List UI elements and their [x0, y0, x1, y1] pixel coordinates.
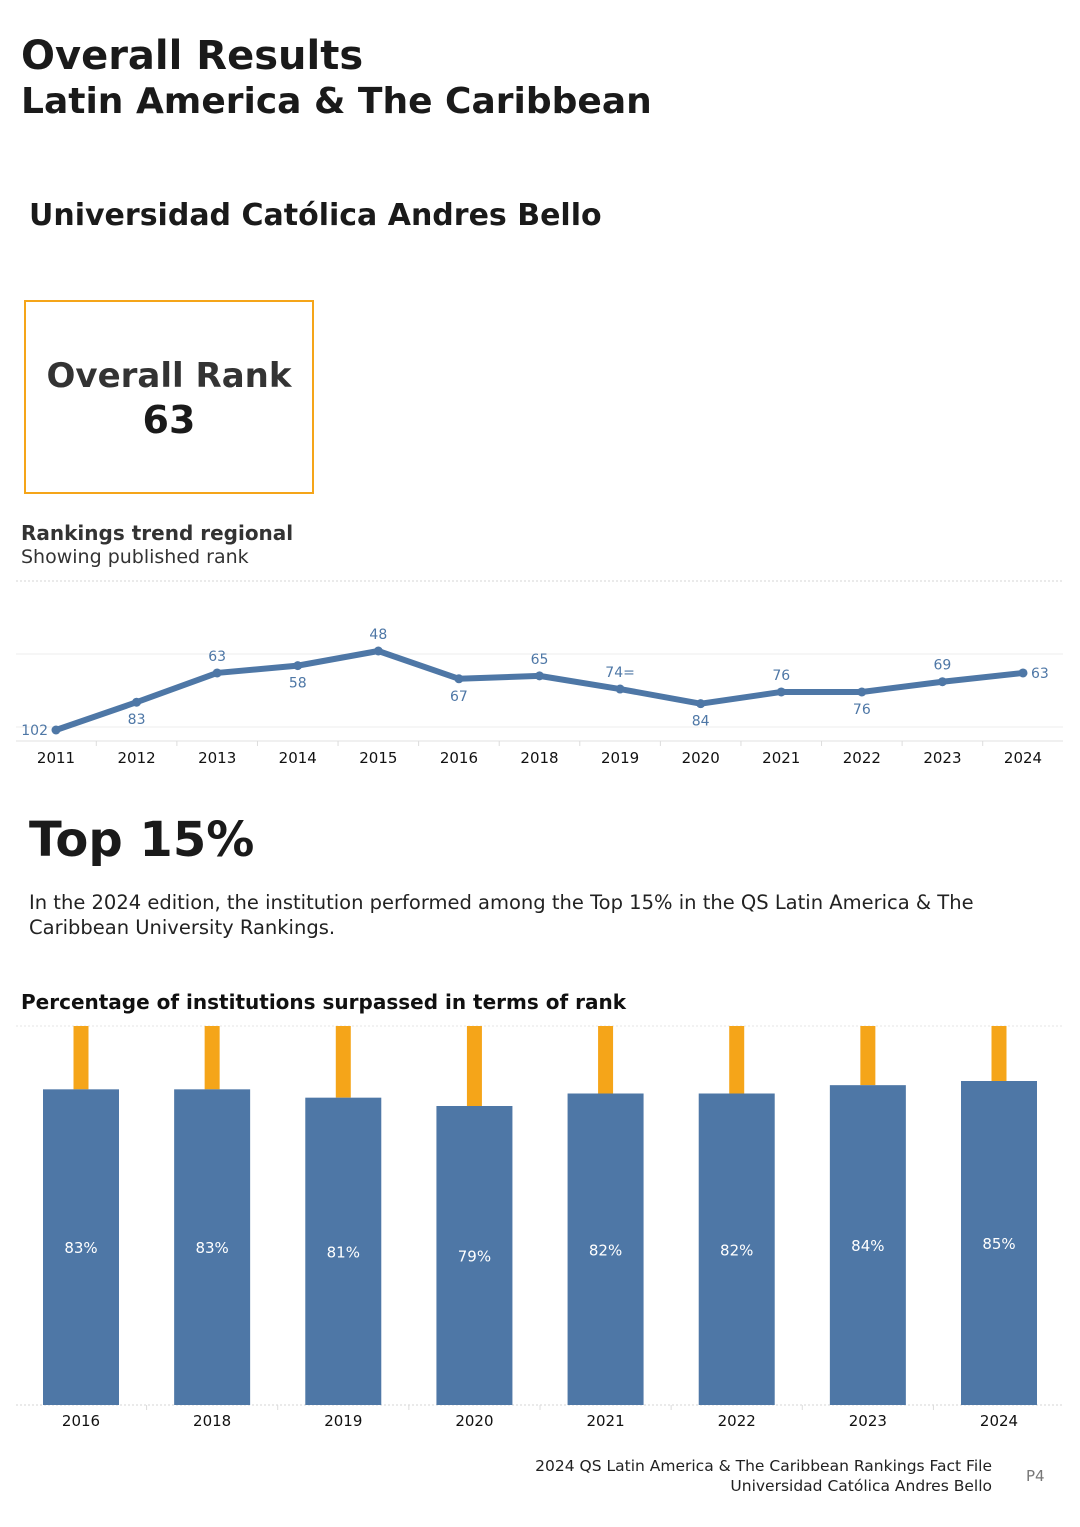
trend-chart-title: Rankings trend regional — [21, 521, 294, 545]
trend-point — [373, 646, 383, 656]
page-number: P4 — [1026, 1467, 1045, 1485]
bar — [43, 1089, 119, 1405]
x-tick-label: 2020 — [682, 749, 720, 767]
x-tick-label: 2012 — [117, 749, 155, 767]
x-tick-label: 2022 — [843, 749, 881, 767]
bar — [305, 1097, 382, 1405]
trend-point — [535, 671, 544, 681]
footer: 2024 QS Latin America & The Caribbean Ra… — [535, 1456, 992, 1496]
institution-name: Universidad Católica Andres Bello — [29, 198, 602, 233]
bar — [829, 1085, 906, 1405]
bar-remainder — [204, 1026, 220, 1090]
bar — [174, 1089, 251, 1405]
trend-point — [696, 699, 706, 709]
bar-remainder — [860, 1026, 876, 1086]
page-subtitle: Latin America & The Caribbean — [21, 81, 652, 122]
trend-data-label: 58 — [289, 676, 307, 692]
bar-data-label: 84% — [851, 1237, 884, 1255]
top-percent-description: In the 2024 edition, the institution per… — [29, 891, 974, 939]
bar-remainder — [598, 1026, 614, 1094]
trend-point — [615, 684, 625, 694]
trend-data-label: 84 — [692, 714, 710, 730]
x-tick-label: 2020 — [455, 1412, 493, 1430]
page-title: Overall Results — [21, 33, 364, 79]
x-tick-label: 2021 — [762, 749, 800, 767]
trend-point — [132, 697, 142, 707]
footer-line-2: Universidad Católica Andres Bello — [730, 1477, 992, 1495]
x-tick-label: 2024 — [980, 1412, 1018, 1430]
trend-data-label: 69 — [934, 658, 952, 674]
trend-chart-subtitle: Showing published rank — [21, 546, 249, 568]
bar-remainder — [991, 1026, 1007, 1081]
trend-point — [776, 687, 786, 697]
bar — [698, 1093, 775, 1405]
trend-point — [454, 674, 464, 684]
bar-remainder — [335, 1026, 351, 1098]
trend-data-label: 76 — [772, 668, 790, 684]
trend-point — [212, 668, 222, 678]
trend-point — [293, 661, 303, 671]
trend-data-label: 76 — [853, 702, 871, 718]
bar — [567, 1093, 644, 1405]
bar-remainder — [73, 1026, 89, 1090]
bar-data-label: 85% — [982, 1235, 1015, 1253]
overall-rank-value: 63 — [142, 398, 196, 442]
footer-line-1: 2024 QS Latin America & The Caribbean Ra… — [535, 1457, 992, 1475]
trend-data-label: 67 — [450, 689, 468, 705]
bar — [961, 1081, 1037, 1405]
x-tick-label: 2011 — [37, 749, 75, 767]
trend-point — [1018, 668, 1028, 678]
x-tick-label: 2021 — [586, 1412, 624, 1430]
x-tick-label: 2018 — [193, 1412, 231, 1430]
bar-data-label: 82% — [589, 1241, 622, 1259]
trend-data-label: 63 — [1031, 666, 1049, 682]
x-tick-label: 2023 — [849, 1412, 887, 1430]
top-percent-heading: Top 15% — [29, 812, 255, 868]
bar-remainder — [729, 1026, 745, 1094]
x-tick-label: 2019 — [324, 1412, 362, 1430]
overall-rank-label: Overall Rank — [46, 356, 292, 396]
trend-data-label: 83 — [128, 712, 146, 728]
bar-chart-title: Percentage of institutions surpassed in … — [21, 990, 627, 1014]
trend-data-label: 63 — [208, 649, 226, 665]
trend-point — [937, 677, 947, 687]
bar-data-label: 79% — [458, 1248, 491, 1266]
bar — [436, 1106, 513, 1405]
x-tick-label: 2022 — [718, 1412, 756, 1430]
bar-data-label: 83% — [64, 1239, 97, 1257]
trend-point — [51, 725, 61, 735]
x-tick-label: 2018 — [520, 749, 558, 767]
trend-point — [857, 687, 867, 697]
bar-data-label: 82% — [720, 1241, 753, 1259]
overall-rank-card: Overall Rank 63 — [24, 300, 314, 494]
bar-remainder — [466, 1026, 482, 1106]
x-tick-label: 2014 — [279, 749, 317, 767]
trend-data-label: 48 — [369, 627, 387, 643]
x-tick-label: 2023 — [923, 749, 961, 767]
bar-data-label: 83% — [195, 1239, 228, 1257]
x-tick-label: 2024 — [1004, 749, 1042, 767]
institutions-surpassed-bar-chart: 83% 2016 83% 2018 81% 2019 79% 2020 82% 2021 82% 20… — [16, 1025, 1063, 1430]
x-tick-label: 2016 — [62, 1412, 100, 1430]
rankings-trend-line-chart: 102 2011 83 2012 63 2013 58 2014 48 2015 67 2016 65 2… — [16, 580, 1063, 767]
x-tick-label: 2019 — [601, 749, 639, 767]
trend-data-label: 65 — [531, 652, 549, 668]
x-tick-label: 2013 — [198, 749, 236, 767]
trend-data-label: 102 — [21, 723, 48, 739]
bar-data-label: 81% — [327, 1243, 360, 1261]
x-tick-label: 2016 — [440, 749, 478, 767]
x-tick-label: 2015 — [359, 749, 397, 767]
trend-data-label: 74= — [605, 665, 635, 681]
